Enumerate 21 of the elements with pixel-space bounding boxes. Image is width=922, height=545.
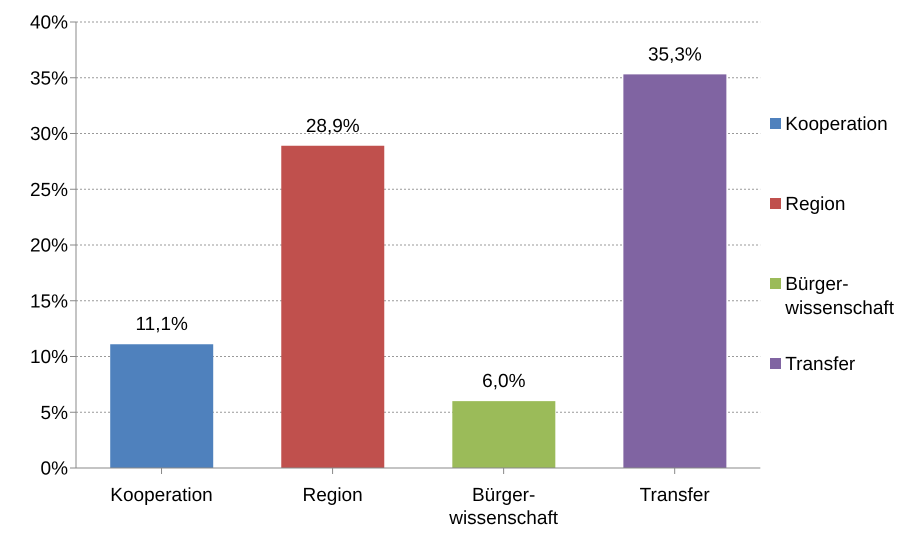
y-tick-label: 40%: [30, 12, 68, 34]
y-tick-label: 20%: [30, 236, 68, 257]
legend-label: Transfer: [785, 353, 856, 377]
data-label: 11,1%: [135, 314, 188, 336]
legend-label: Region: [785, 193, 846, 217]
data-label: 35,3%: [648, 44, 702, 66]
y-tick-label: 30%: [30, 124, 68, 146]
data-label: 6,0%: [482, 371, 526, 392]
y-tick-label: 25%: [30, 180, 68, 201]
x-tick-label: Region: [302, 485, 363, 506]
legend-label: Kooperation: [785, 113, 888, 137]
data-label: 28,9%: [306, 116, 360, 137]
y-tick-label: 5%: [40, 402, 68, 424]
y-tick-label: 0%: [40, 458, 68, 480]
y-tick-label: 35%: [30, 68, 68, 90]
x-tick-label: Kooperation: [110, 485, 213, 506]
x-tick-label: Bürger- wissenschaft: [448, 485, 559, 529]
legend-label: Bürger- wissenschaft: [785, 273, 894, 321]
y-tick-label: 15%: [30, 291, 68, 312]
y-tick-label: 10%: [30, 347, 68, 368]
x-tick-label: Transfer: [640, 485, 710, 506]
